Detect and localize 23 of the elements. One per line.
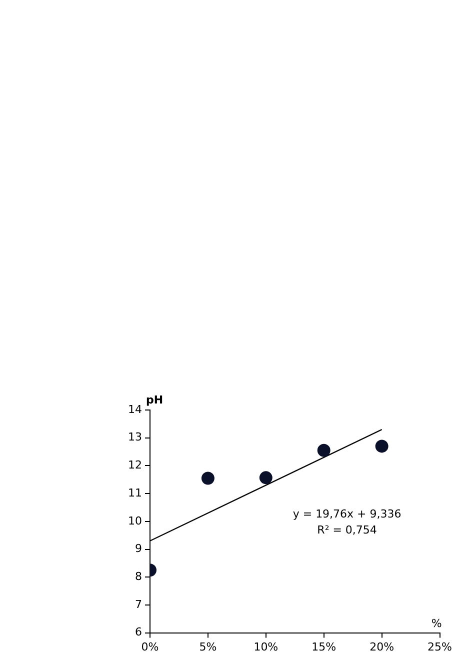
point — [201, 472, 214, 485]
x-tick-label: 25% — [428, 640, 452, 654]
y-tick-label: 11 — [128, 486, 142, 500]
y-tick-label: 12 — [128, 458, 142, 472]
x-tick-label: 20% — [370, 640, 394, 654]
y-tick-label: 8 — [134, 570, 142, 583]
y-tick-label: 13 — [128, 430, 142, 444]
y-tick-label: 9 — [134, 542, 142, 556]
annotation: y = 19,76x + 9,336 — [292, 508, 402, 521]
y-tick-label: 14 — [128, 402, 142, 416]
point — [375, 440, 388, 453]
x-tick-label: 5% — [199, 640, 217, 654]
x-tick-label: 10% — [254, 640, 278, 654]
x-tick-label: 0% — [141, 640, 159, 654]
point — [259, 471, 272, 484]
y-axis-title: pH — [146, 393, 164, 406]
point — [317, 444, 330, 457]
y-tick-label: 10 — [128, 514, 142, 528]
x-tick-label: 15% — [312, 640, 336, 654]
y-tick-label: 7 — [134, 598, 142, 611]
annotation: R² = 0,754 — [317, 524, 377, 537]
y-tick-label: 6 — [134, 626, 142, 639]
x-axis-title: % — [431, 617, 442, 630]
